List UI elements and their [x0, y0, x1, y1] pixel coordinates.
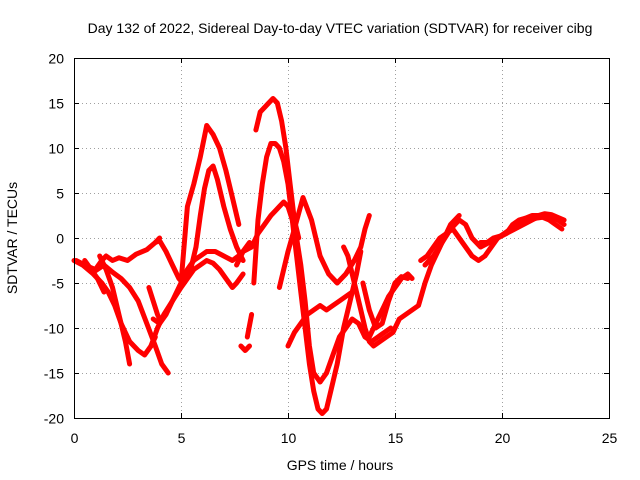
x-tick-label: 20 [495, 430, 511, 446]
grid [74, 58, 609, 418]
series-arc-13 [234, 199, 394, 385]
y-tick-label: 15 [48, 96, 64, 112]
series-arc-16 [276, 195, 372, 290]
series-arc-23 [478, 211, 567, 245]
x-tick-label: 25 [602, 430, 618, 446]
series-arc-8 [150, 240, 252, 326]
y-tick-label: 0 [56, 231, 64, 247]
y-tick-label: 10 [48, 141, 64, 157]
series-arc-10 [178, 123, 242, 286]
axis-ticks: 0 5 10 15 20 25 -20 -15 -10 -5 0 5 10 15 20 [44, 51, 618, 447]
x-tick-label: 15 [388, 430, 404, 446]
y-axis-label: SDTVAR / TECUs [4, 182, 20, 294]
y-tick-label: -15 [44, 366, 64, 382]
y-tick-label: 5 [56, 186, 64, 202]
y-tick-label: 20 [48, 51, 64, 67]
series-arc-6 [82, 258, 107, 295]
series-arc-17 [285, 289, 355, 349]
series-arc-12 [244, 312, 255, 340]
series-arc-4 [82, 262, 171, 376]
y-tick-label: -10 [44, 321, 64, 337]
y-tick-label: -20 [44, 411, 64, 427]
series-arc-15 [253, 96, 302, 241]
x-axis-label: GPS time / hours [287, 457, 394, 473]
x-tick-label: 5 [178, 430, 186, 446]
series-arc-5 [146, 285, 163, 322]
series-arc-11 [238, 343, 252, 353]
series-layer [71, 96, 567, 416]
chart-title: Day 132 of 2022, Sidereal Day-to-day VTE… [88, 20, 593, 36]
y-tick-label: -5 [52, 276, 65, 292]
x-tick-label: 0 [71, 430, 79, 446]
series-arc-14 [251, 141, 364, 416]
series-arc-7 [148, 258, 246, 349]
series-arc-9 [152, 163, 246, 286]
x-tick-label: 10 [281, 430, 297, 446]
series-arc-20 [366, 271, 415, 340]
